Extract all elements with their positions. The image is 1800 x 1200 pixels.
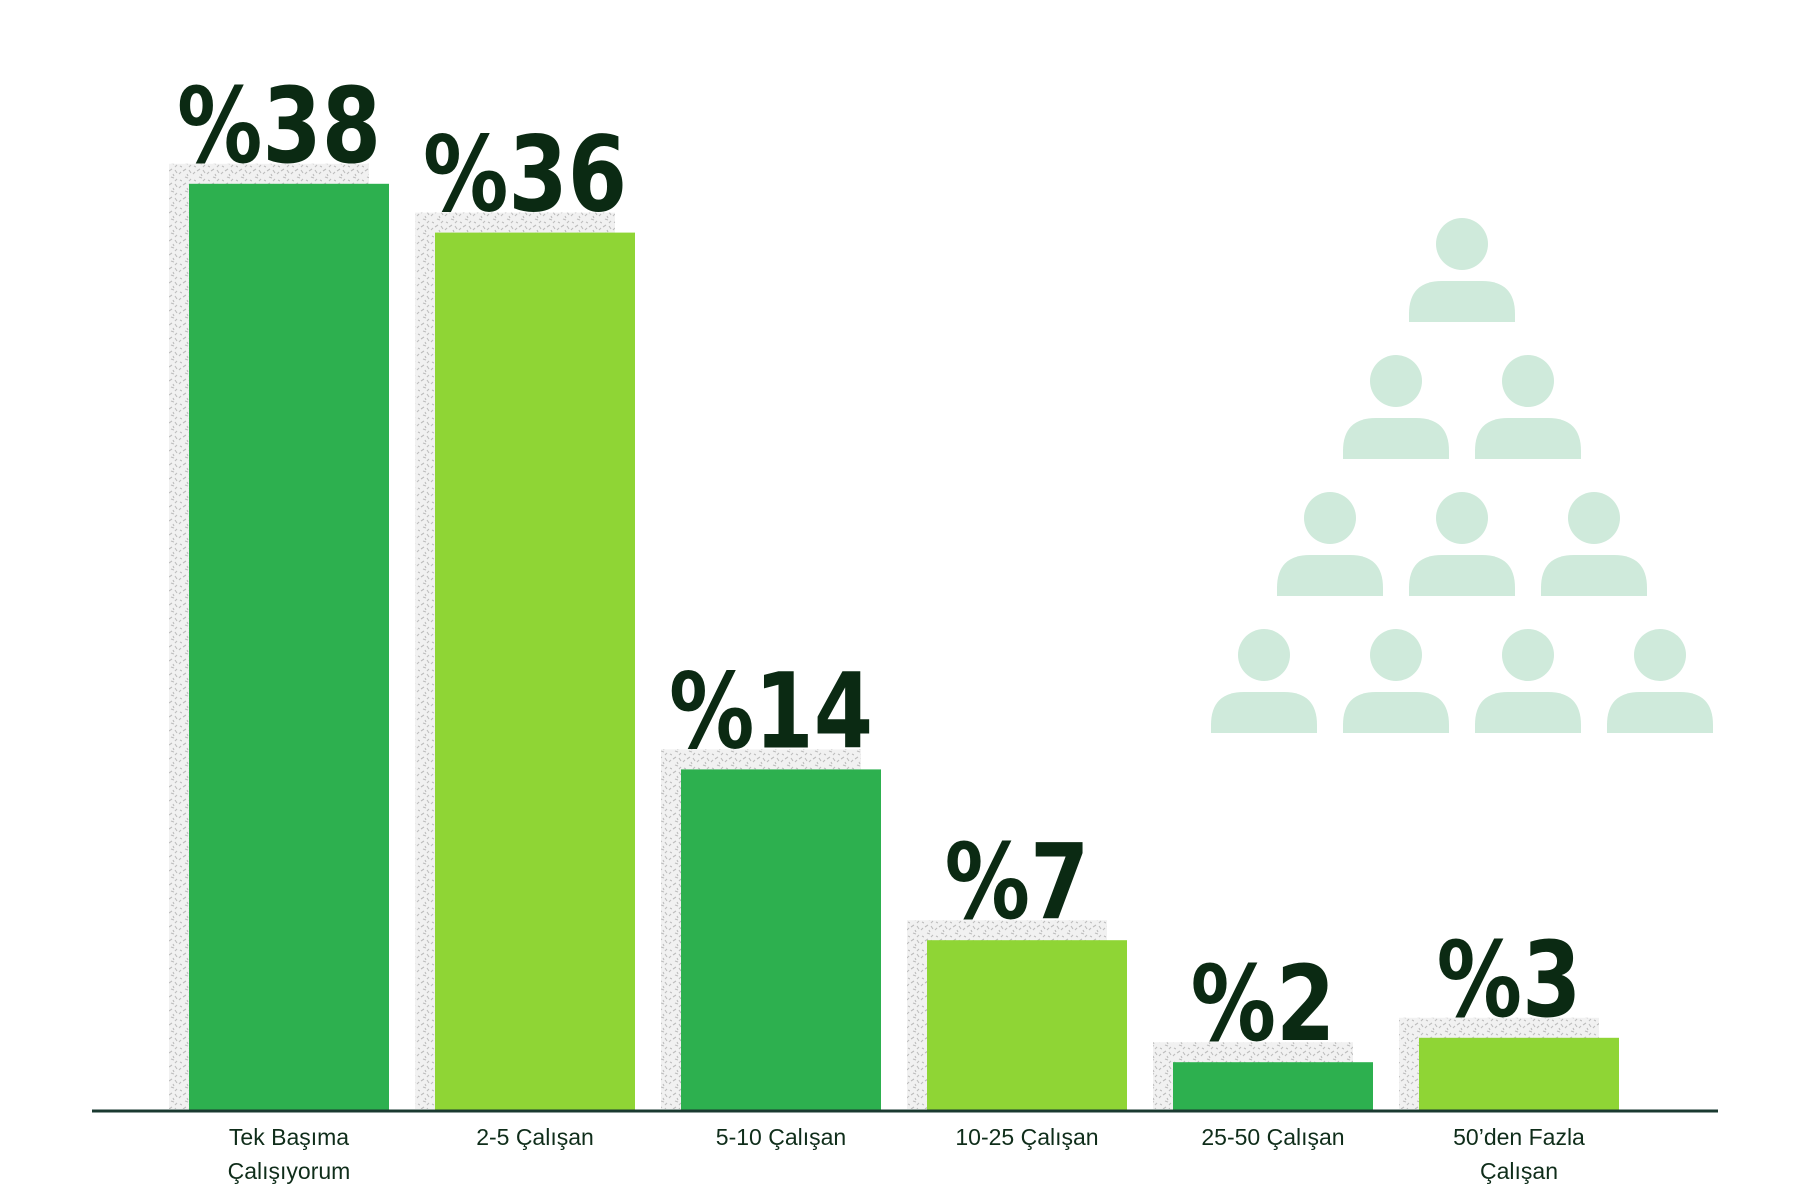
person-icon — [1475, 629, 1581, 733]
bar — [189, 183, 389, 1112]
person-icon — [1607, 629, 1713, 733]
category-label: 25-50 Çalışan — [1201, 1124, 1344, 1150]
person-icon — [1409, 492, 1515, 596]
person-icon — [1475, 355, 1581, 459]
bar-value-label: %36 — [423, 115, 627, 235]
value-label-layer: %38 %36 %14 %7 %2 %3 — [177, 67, 1581, 1066]
bar-value-label: %2 — [1191, 945, 1336, 1065]
people-pyramid-icon — [1211, 218, 1713, 733]
bar — [1173, 1062, 1373, 1111]
bar-value-label: %38 — [177, 67, 381, 187]
bar-value-label: %7 — [945, 823, 1090, 943]
bar-value-label: %3 — [1437, 921, 1582, 1041]
person-icon — [1409, 218, 1515, 322]
category-label: Tek Başıma Çalışıyorum — [228, 1124, 351, 1184]
category-label-layer: Tek Başıma Çalışıyorum 2-5 Çalışan 5-10 Çal… — [228, 1124, 1585, 1184]
category-label: 10-25 Çalışan — [955, 1124, 1098, 1150]
bar — [1419, 1037, 1619, 1111]
bar — [435, 232, 635, 1112]
person-icon — [1343, 355, 1449, 459]
bar — [927, 940, 1127, 1111]
category-label: 50’den Fazla Çalışan — [1453, 1124, 1585, 1184]
bar-value-label: %14 — [669, 652, 873, 772]
person-icon — [1541, 492, 1647, 596]
person-icon — [1343, 629, 1449, 733]
bar — [681, 769, 881, 1111]
person-icon — [1211, 629, 1317, 733]
bar-series — [189, 183, 1619, 1112]
category-label: 2-5 Çalışan — [476, 1124, 594, 1150]
category-label: 5-10 Çalışan — [716, 1124, 846, 1150]
person-icon — [1277, 492, 1383, 596]
